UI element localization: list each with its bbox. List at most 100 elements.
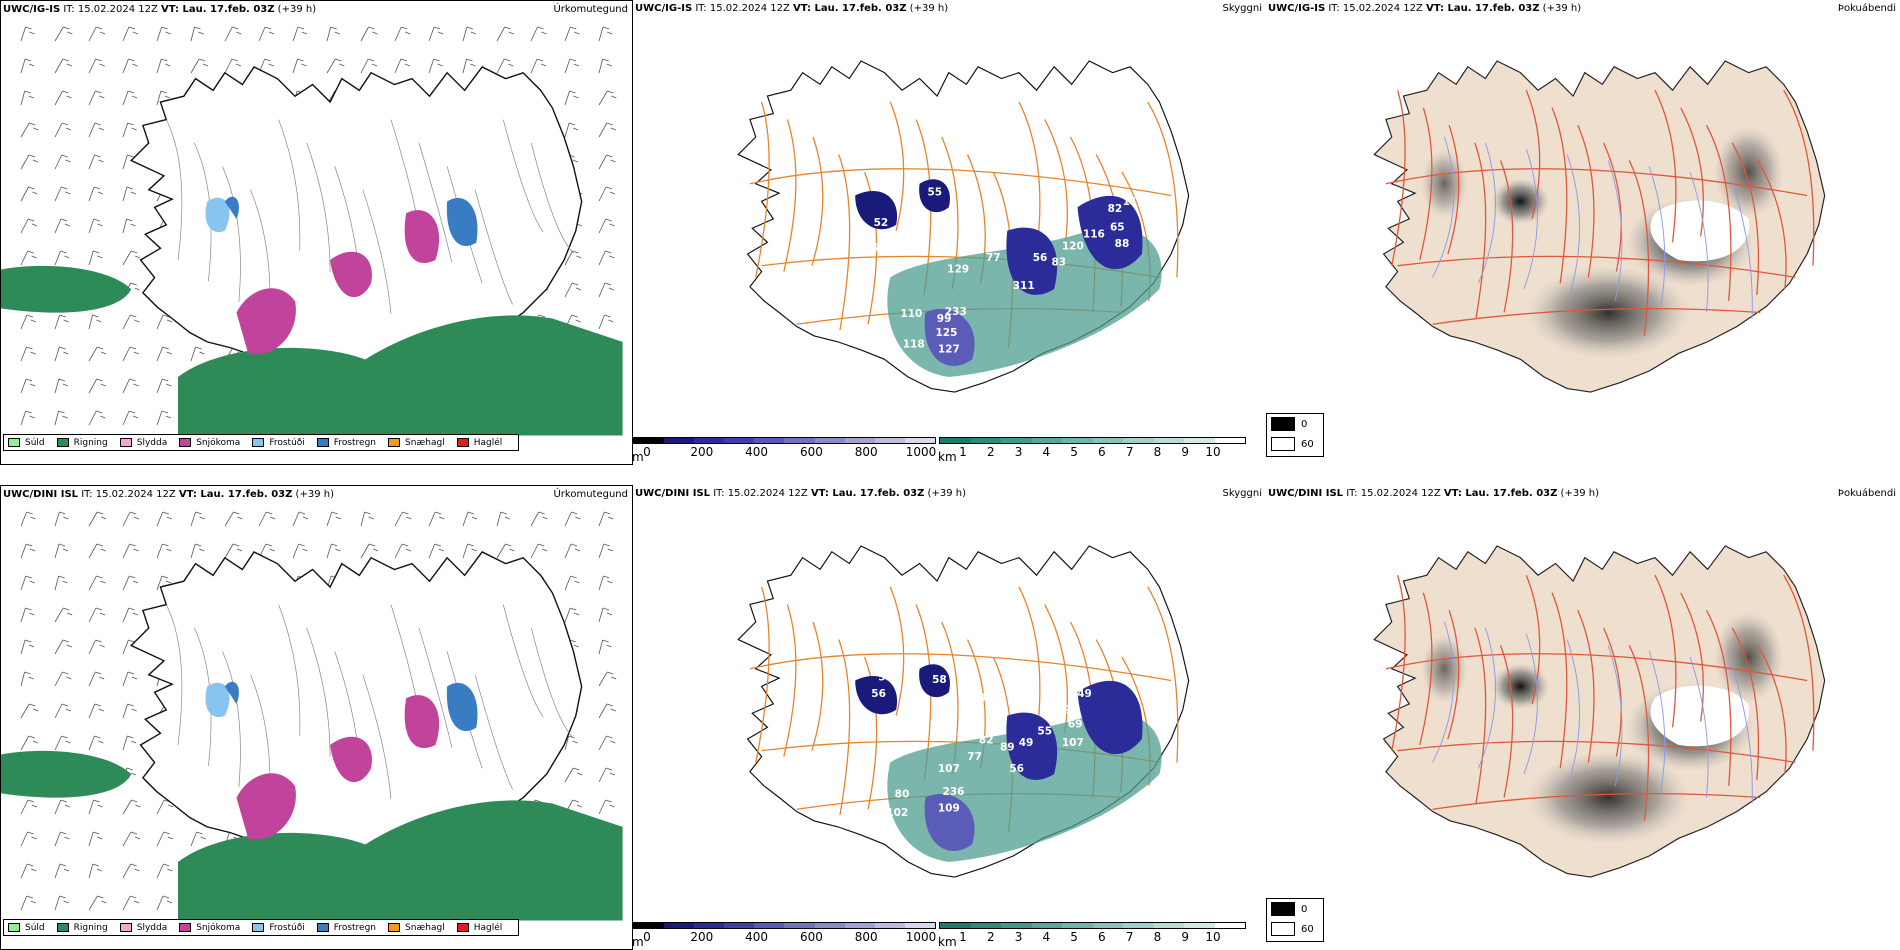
legend-item: Frostregn	[316, 922, 377, 933]
visibility-panel: 55 52 86 8 217 31 97 77 129 56 83 120 116 82 65 88 110 99…	[633, 0, 1266, 465]
visibility-value-label: 118	[903, 339, 925, 351]
visibility-value-label: 58	[932, 674, 947, 686]
legend-item: Snjókoma	[179, 923, 240, 933]
scale-step	[724, 923, 755, 928]
legend-item: Snæhagl	[388, 923, 445, 933]
visibility-value-label: 311	[1013, 280, 1035, 292]
init-time: IT: 15.02.2024 12Z	[692, 3, 794, 14]
visibility-value-label: 89	[1000, 742, 1015, 754]
visibility-tick: 9	[1181, 930, 1190, 944]
valid-time: VT: Lau. 17.feb. 03Z	[1426, 3, 1540, 14]
fog-legend-swatch	[1271, 437, 1295, 451]
panel-header: UWC/IG-IS IT: 15.02.2024 12Z VT: Lau. 17…	[3, 4, 316, 15]
legend-swatch	[388, 923, 401, 932]
visibility-scale: km 1 2 3 4 5 6 7 8 9 10	[938, 922, 1246, 949]
model-name: UWC/DINI ISL	[1268, 488, 1344, 499]
visibility-value-label: 110	[900, 308, 922, 320]
legend-item: Rigning	[56, 438, 108, 448]
scale-step	[1123, 923, 1154, 928]
scale-step	[1031, 438, 1062, 443]
visibility-value-label: 109	[938, 803, 960, 815]
height-tick: 0	[643, 930, 651, 944]
scale-step	[1031, 923, 1062, 928]
legend-label: Snæhagl	[405, 437, 445, 448]
scale-step	[1214, 923, 1245, 928]
height-tick: 1000	[905, 930, 937, 944]
forecast-offset: (+39 h)	[1539, 3, 1582, 14]
legend-label: Snæhagl	[405, 922, 445, 933]
precip-type-map	[1, 511, 623, 921]
legend-label: Frostregn	[333, 922, 377, 933]
legend-label: Slydda	[136, 437, 168, 448]
legend-swatch	[56, 923, 69, 932]
scale-step	[940, 438, 971, 443]
valid-time: VT: Lau. 17.feb. 03Z	[1443, 488, 1558, 499]
visibility-value-label: 83	[906, 690, 921, 702]
visibility-value-label: 55	[1037, 725, 1052, 737]
height-tick: 200	[690, 445, 714, 459]
init-time: IT: 15.02.2024 12Z	[78, 489, 179, 500]
visibility-value-label: 95	[979, 693, 994, 705]
visibility-value-label: 77	[967, 751, 982, 763]
legend-swatch	[8, 923, 20, 932]
visibility-value-label: 31	[904, 217, 919, 229]
visibility-value-label: 56	[1033, 252, 1048, 264]
visibility-value-label: 120	[1062, 240, 1084, 252]
scale-step	[904, 438, 935, 443]
visibility-tick: 1	[959, 930, 967, 944]
panel-header: UWC/IG-IS IT: 15.02.2024 12Z VT: Lau. 17…	[635, 3, 948, 14]
fog-title: Þokuábendi	[1837, 3, 1896, 14]
height-tick: 400	[745, 445, 769, 459]
fog-legend-item: 60	[1267, 919, 1323, 939]
visibility-tick: 10	[1205, 445, 1221, 459]
scale-step	[694, 923, 725, 928]
legend-swatch	[56, 438, 69, 447]
visibility-value-label: 77	[986, 252, 1001, 264]
scale-step	[814, 438, 845, 443]
fog-legend: 0 60	[1266, 898, 1324, 942]
visibility-tick: 5	[1070, 445, 1078, 459]
visibility-value-label: 80	[895, 789, 910, 801]
forecast-offset: (+39 h)	[924, 488, 966, 499]
visibility-value-label: 55	[878, 672, 893, 684]
visibility-value-label: 88	[1115, 238, 1130, 250]
visibility-value-label: 97	[970, 217, 985, 229]
scale-step	[784, 923, 815, 928]
forecast-offset: (+39 h)	[906, 3, 949, 14]
scale-step	[1123, 438, 1154, 443]
visibility-value-label: 82	[979, 735, 994, 747]
visibility-value-label: 56	[871, 688, 886, 700]
panel-header: UWC/DINI ISL IT: 15.02.2024 12Z VT: Lau.…	[1268, 488, 1599, 499]
legend-swatch	[119, 923, 132, 932]
visibility-value-label: 236	[943, 786, 965, 798]
legend-label: Slydda	[136, 922, 168, 933]
legend-label: Rigning	[73, 922, 108, 933]
visibility-tick: 6	[1098, 930, 1106, 944]
precip-type-panel: Súld Rigning Slydda Snjókoma Frostúði Frostre…	[0, 485, 633, 950]
fog-legend-item: 0	[1267, 899, 1323, 919]
visibility-value-label: 129	[947, 264, 969, 276]
panel-header: UWC/DINI ISL IT: 15.02.2024 12Z VT: Lau.…	[3, 489, 334, 500]
legend-swatch	[316, 923, 329, 932]
legend-label: Snjókoma	[196, 922, 241, 933]
legend-item: Súld	[8, 438, 45, 448]
scale-step	[1214, 438, 1245, 443]
visibility-value-label: 52	[874, 217, 889, 229]
model-name: UWC/IG-IS	[1268, 3, 1326, 14]
valid-time: VT: Lau. 17.feb. 03Z	[161, 4, 275, 15]
visibility-tick: 3	[1014, 930, 1023, 944]
visibility-unit: km	[938, 450, 957, 464]
scale-step	[694, 438, 725, 443]
scale-step	[1001, 438, 1032, 443]
fog-panel: 0 60 UWC/IG-IS IT: 15.02.2024 12Z VT: Lau.…	[1266, 0, 1900, 465]
legend-label: Frostúði	[269, 437, 305, 448]
precip-type-title: Úrkomutegund	[553, 4, 628, 15]
visibility-tick: 7	[1125, 445, 1134, 459]
legend-item: Frostúði	[252, 923, 305, 933]
visibility-value-label: 107	[1062, 737, 1084, 749]
visibility-value-label: 998	[886, 728, 908, 740]
visibility-value-label: 49	[1077, 688, 1092, 700]
fog-legend-label: 60	[1301, 438, 1314, 450]
precip-type-panel: Súld Rigning Slydda Snjókoma Frostúði Frostre…	[0, 0, 633, 465]
visibility-tick: 4	[1042, 930, 1051, 944]
